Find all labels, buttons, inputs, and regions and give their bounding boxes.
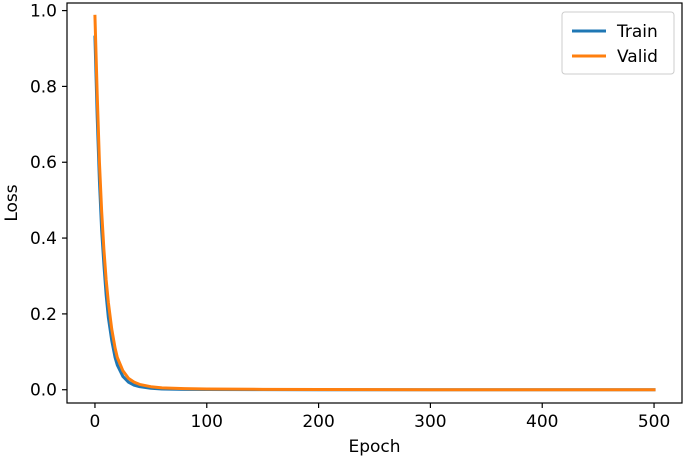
x-axis-label: Epoch: [348, 437, 400, 457]
y-tick-label: 0.2: [30, 305, 57, 325]
legend-label-train: Train: [616, 22, 658, 42]
series-line-valid: [93, 14, 656, 392]
series-line-train: [93, 35, 656, 392]
x-tick-label: 200: [302, 412, 334, 432]
plot-area-frame: [66, 2, 683, 404]
legend-box: [561, 11, 675, 75]
x-tick-label: 0: [90, 412, 101, 432]
y-tick-label: 0.6: [30, 153, 57, 173]
y-axis-label: Loss: [2, 184, 22, 221]
y-tick-label: 0.4: [30, 229, 57, 249]
x-tick-label: 100: [191, 412, 223, 432]
x-tick-label: 300: [414, 412, 446, 432]
x-tick-label: 500: [638, 412, 670, 432]
y-tick-label: 0.8: [30, 77, 57, 97]
y-tick-label: 0.0: [30, 381, 57, 401]
x-tick-label: 400: [526, 412, 558, 432]
ticks-layer: 0 100 200 300 400 500 0.0 0.2 0.4 0.6 0.8 1.0: [30, 2, 670, 432]
legend: Train Valid: [561, 11, 675, 75]
y-tick-label: 1.0: [30, 2, 57, 22]
series-layer: [93, 14, 656, 392]
legend-label-valid: Valid: [617, 47, 658, 67]
